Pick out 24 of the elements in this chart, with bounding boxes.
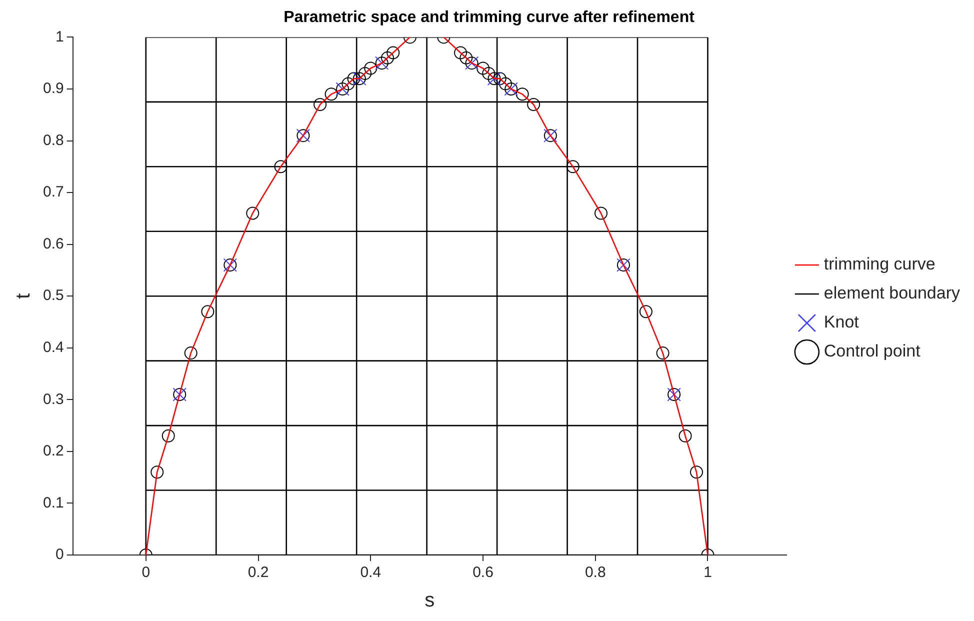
x-tick-label: 0.8	[584, 564, 606, 582]
y-tick-label: 0.3	[42, 390, 64, 408]
y-tick-label: 0.4	[42, 339, 64, 356]
y-tick-label: 1	[56, 28, 64, 46]
y-tick-label: 0.2	[42, 442, 64, 460]
y-tick-label: 0.9	[42, 80, 64, 98]
chart-title: Parametric space and trimming curve after refinement	[284, 9, 696, 26]
y-tick-label: 0.8	[42, 132, 64, 149]
y-tick-label: 0	[56, 546, 64, 564]
y-tick-label: 0.6	[42, 235, 64, 252]
y-tick-label: 0.1	[42, 494, 64, 512]
x-tick-label: 0.4	[360, 564, 382, 582]
y-tick-label: 0.5	[42, 287, 64, 304]
x-tick-label: 1	[704, 564, 712, 582]
legend-label: trimming curve	[824, 254, 936, 274]
legend-label: element boundary	[824, 284, 960, 303]
y-tick-label: 0.7	[42, 184, 64, 201]
x-tick-label: 0.6	[472, 564, 494, 582]
y-axis-title: t	[12, 292, 35, 299]
x-axis-title: s	[424, 590, 435, 612]
legend-label: Knot	[824, 312, 860, 332]
legend-label: Control point	[824, 342, 921, 361]
x-tick-label: 0	[142, 564, 150, 582]
x-tick-label: 0.2	[248, 564, 269, 582]
